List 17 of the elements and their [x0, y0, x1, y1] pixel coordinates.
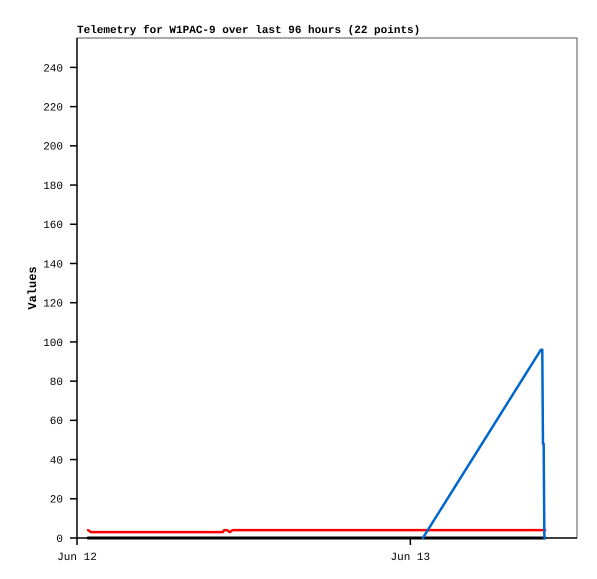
y-tick-label: 120: [43, 298, 63, 311]
y-tick-label: 100: [43, 338, 63, 350]
chart-title: Telemetry for W1PAC-9 over last 96 hours (22 points): [77, 24, 420, 37]
y-tick-label: 80: [50, 376, 63, 389]
x-tick-label: Jun 12: [57, 552, 97, 564]
y-tick-label: 140: [43, 259, 63, 272]
y-tick-label: 220: [43, 102, 63, 114]
y-tick-label: 160: [43, 220, 63, 232]
y-tick-label: 180: [43, 180, 63, 193]
x-tick-label: Jun 13: [390, 552, 430, 564]
y-tick-label: 240: [43, 63, 63, 76]
y-axis-title: Values: [26, 266, 40, 310]
y-tick-label: 200: [43, 142, 63, 154]
y-tick-label: 20: [50, 494, 63, 507]
y-tick-label: 40: [50, 455, 63, 468]
y-tick-label: 0: [56, 534, 63, 546]
y-tick-label: 60: [50, 416, 63, 428]
